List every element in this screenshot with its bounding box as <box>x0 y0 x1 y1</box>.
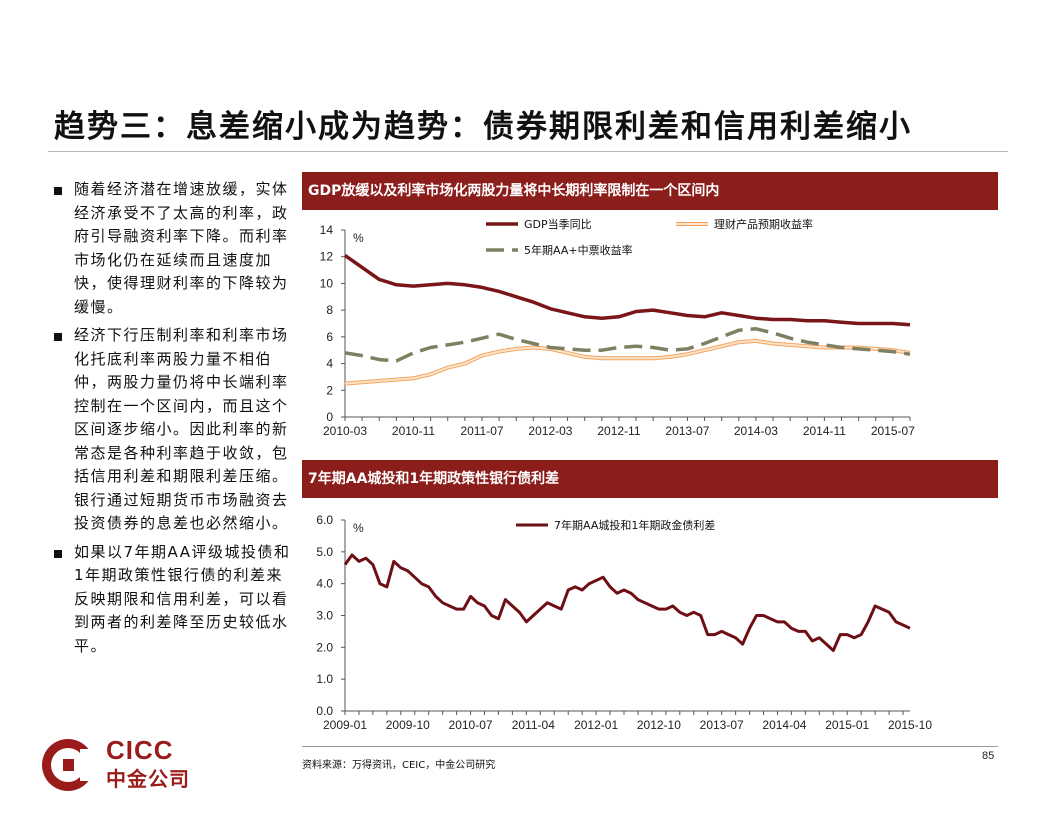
legend-label: GDP当季同比 <box>524 217 592 231</box>
y-tick-label: 0.0 <box>316 704 333 718</box>
y-tick-label: 3.0 <box>316 609 333 623</box>
y-tick-label: 2 <box>326 383 333 397</box>
x-tick-label: 2014-11 <box>803 424 846 438</box>
x-tick-label: 2009-01 <box>323 718 367 732</box>
chart2-credit-spread: 0.0 1.0 2.0 3.0 4.0 5.0 6.0% 2009-01 2009-10 2010… <box>316 513 932 732</box>
unit-label: % <box>353 521 364 535</box>
series-line-1 <box>343 253 911 327</box>
bullet-item: 经济下行压制利率和利率市场化托底利率两股力量不相伯仲，两股力量仍将中长端利率控制… <box>54 324 292 536</box>
y-tick-label: 10 <box>320 276 334 290</box>
x-tick-label: 2011-07 <box>460 424 503 438</box>
x-tick-label: 2013-07 <box>700 718 744 732</box>
series-line-1 <box>343 553 911 652</box>
bullet-text: 如果以7年期AA评级城投债和1年期政策性银行债的利差来反映期限和信用利差，可以看… <box>74 542 291 655</box>
x-tick-label: 2010-11 <box>392 424 435 438</box>
x-tick-label: 2013-07 <box>665 424 709 438</box>
y-tick-label: 0 <box>326 410 333 424</box>
y-tick-label: 4 <box>326 357 333 371</box>
series-line-3 <box>344 327 911 363</box>
bullet-square-icon <box>54 549 62 558</box>
y-tick-label: 12 <box>320 250 334 264</box>
y-tick-label: 6.0 <box>316 513 333 527</box>
series-line-2 <box>344 339 911 385</box>
x-tick-label: 2012-10 <box>637 718 681 732</box>
y-tick-label: 5.0 <box>316 545 333 559</box>
source-note: 资料来源：万得资讯，CEIC，中金公司研究 <box>302 760 496 771</box>
x-tick-label: 2009-10 <box>386 718 430 732</box>
logo-text-en: CICC <box>106 735 174 765</box>
y-tick-label: 2.0 <box>316 640 333 654</box>
bullet-square-icon <box>54 333 62 341</box>
y-tick-label: 4.0 <box>316 577 333 591</box>
bullet-square-icon <box>54 187 62 195</box>
chart1-yield-gdp: 0 2 4 6 8 10 12 14% 2010-03 2010-11 2011-07 2012-03… <box>320 217 916 438</box>
chart1-title-banner: GDP放缓以及利率市场化两股力量将中长期利率限制在一个区间内 <box>302 172 998 210</box>
page-number: 85 <box>982 750 995 762</box>
bullet-list: 随着经济潜在增速放缓，实体经济承受不了太高的利率，政府引导融资利率下降。而利率市… <box>54 178 292 663</box>
bullet-item: 随着经济潜在增速放缓，实体经济承受不了太高的利率，政府引导融资利率下降。而利率市… <box>54 178 292 319</box>
bullet-item: 如果以7年期AA评级城投债和1年期政策性银行债的利差来反映期限和信用利差，可以看… <box>54 541 292 659</box>
bullet-text: 经济下行压制利率和利率市场化托底利率两股力量不相伯仲，两股力量仍将中长端利率控制… <box>74 326 289 532</box>
x-tick-label: 2015-10 <box>888 718 932 732</box>
legend-label: 理财产品预期收益率 <box>714 217 813 231</box>
cicc-logo-mark-icon <box>42 739 94 791</box>
logo-text-cn: 中金公司 <box>106 767 190 791</box>
x-tick-label: 2011-04 <box>512 718 555 732</box>
x-tick-label: 2010-07 <box>449 718 493 732</box>
unit-label: % <box>353 231 364 245</box>
legend-label: 7年期AA城投和1年期政金债利差 <box>554 518 715 532</box>
title-divider <box>48 151 1008 152</box>
x-tick-label: 2014-04 <box>762 718 806 732</box>
x-tick-label: 2012-11 <box>597 424 640 438</box>
x-tick-label: 2012-03 <box>528 424 572 438</box>
y-tick-label: 8 <box>326 303 333 317</box>
y-tick-label: 6 <box>326 330 333 344</box>
x-tick-label: 2012-01 <box>574 718 618 732</box>
y-tick-label: 14 <box>320 223 334 237</box>
page-title: 趋势三：息差缩小成为趋势：债券期限利差和信用利差缩小 <box>54 109 912 145</box>
cicc-logo: CICC 中金公司 <box>40 735 210 795</box>
footer-divider <box>302 746 998 747</box>
x-tick-label: 2014-03 <box>734 424 778 438</box>
x-tick-label: 2010-03 <box>323 424 367 438</box>
chart2-title-banner: 7年期AA城投和1年期政策性银行债利差 <box>302 460 998 498</box>
legend-label: 5年期AA+中票收益率 <box>524 243 633 257</box>
x-tick-label: 2015-01 <box>825 718 869 732</box>
bullet-text: 随着经济潜在增速放缓，实体经济承受不了太高的利率，政府引导融资利率下降。而利率市… <box>74 180 289 316</box>
y-tick-label: 1.0 <box>316 672 333 686</box>
x-tick-label: 2015-07 <box>871 424 915 438</box>
